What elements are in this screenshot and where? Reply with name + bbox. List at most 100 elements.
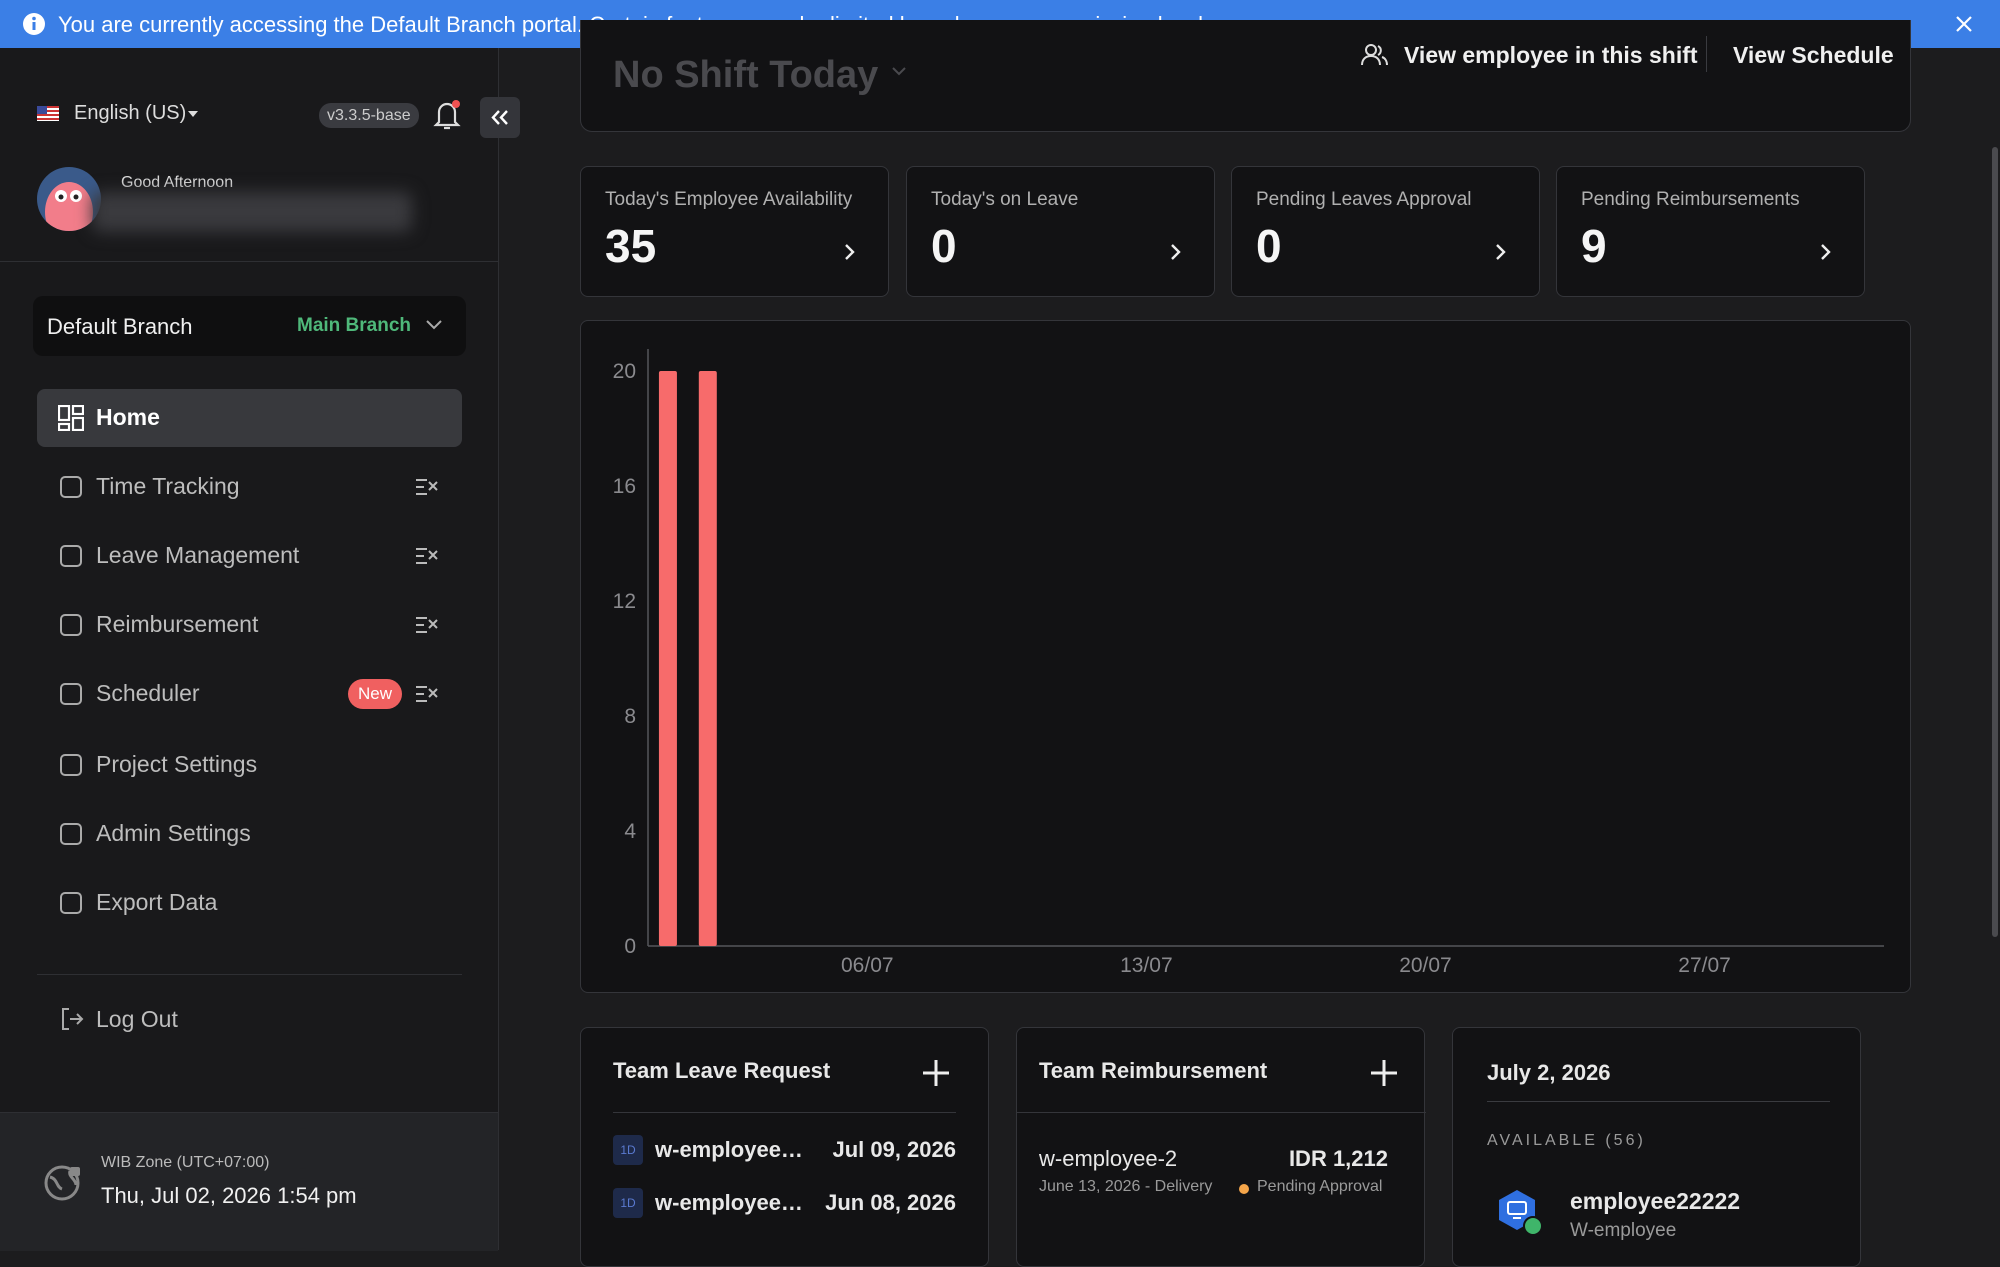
- leave-date: Jul 09, 2026: [832, 1137, 956, 1162]
- x-tick-label: 20/07: [1399, 954, 1452, 977]
- branch-value: Main Branch: [297, 315, 412, 336]
- stat-card[interactable]: Today's Employee Availability 35: [580, 166, 889, 297]
- x-tick-label: 13/07: [1120, 954, 1173, 977]
- new-badge: New: [348, 679, 403, 709]
- info-icon: [23, 13, 45, 35]
- menu-icon: [60, 476, 82, 498]
- duration-badge: 1D: [613, 1188, 643, 1218]
- employee-name[interactable]: w-employee…: [655, 1190, 803, 1215]
- stat-card[interactable]: Pending Reimbursements 9: [1556, 166, 1865, 297]
- menu-icon: [60, 892, 82, 914]
- chart-card: 0 4 8 12 16 20 06/07 13/07 20/07 27/07: [580, 320, 1911, 993]
- add-button[interactable]: [1369, 1058, 1399, 1088]
- stat-card[interactable]: Today's on Leave 0: [906, 166, 1215, 297]
- bar: [698, 371, 717, 946]
- divider: [613, 1112, 956, 1113]
- menu-item[interactable]: Leave Management: [96, 542, 300, 568]
- view-employees-link[interactable]: View employee in this shift: [1404, 42, 1698, 68]
- collapse-button[interactable]: [480, 97, 520, 138]
- menu-icon: [60, 823, 82, 845]
- stat-value: 0: [931, 220, 957, 272]
- y-tick-label: 16: [613, 475, 636, 498]
- panel-title: Team Leave Request: [613, 1058, 831, 1083]
- y-tick-label: 8: [624, 705, 636, 728]
- chevron-right: [1171, 244, 1181, 260]
- menu-item[interactable]: Home: [96, 404, 160, 430]
- add-button[interactable]: [921, 1058, 951, 1088]
- users-icon: [1361, 44, 1388, 66]
- expand-icon: [416, 548, 438, 564]
- separator: [1706, 36, 1707, 72]
- menu-icon: [58, 405, 84, 431]
- y-tick-label: 0: [624, 935, 636, 958]
- y-tick-label: 4: [624, 820, 636, 843]
- x-tick-label: 27/07: [1678, 954, 1731, 977]
- divider: [1487, 1101, 1830, 1102]
- status-dot: [1239, 1184, 1249, 1194]
- employee-name[interactable]: w-employee-2: [1039, 1146, 1178, 1171]
- stat-label: Pending Leaves Approval: [1256, 189, 1472, 210]
- menu-icon: [60, 614, 82, 636]
- duration-badge: 1D: [613, 1135, 643, 1165]
- status: Pending Approval: [1257, 1178, 1383, 1195]
- stat-label: Today's Employee Availability: [605, 189, 853, 210]
- menu-icon: [60, 683, 82, 705]
- notification-bell[interactable]: [432, 98, 462, 132]
- employee-name[interactable]: employee22222: [1570, 1188, 1741, 1214]
- menu-item[interactable]: Export Data: [96, 889, 218, 915]
- expand-icon: [416, 617, 438, 633]
- scrollbar-thumb[interactable]: [1992, 147, 1998, 937]
- branch-selector[interactable]: Default Branch Main Branch: [33, 296, 466, 356]
- expand-icon: [416, 686, 438, 702]
- sidebar: English (US) v3.3.5-base Good Afternoon …: [0, 48, 520, 1251]
- version-badge: v3.3.5-base: [319, 103, 419, 128]
- timezone: WIB Zone (UTC+07:00): [101, 1154, 270, 1171]
- stat-label: Pending Reimbursements: [1581, 189, 1800, 210]
- timezone-panel: WIB Zone (UTC+07:00) Thu, Jul 02, 2026 1…: [0, 1112, 498, 1251]
- menu-item[interactable]: Admin Settings: [96, 820, 251, 846]
- shift-title: No Shift Today: [613, 54, 879, 96]
- language-select[interactable]: English (US): [74, 102, 187, 124]
- menu-item[interactable]: Project Settings: [96, 751, 258, 777]
- stat-value: 9: [1581, 220, 1607, 272]
- flag-icon: [37, 106, 59, 121]
- stat-value: 0: [1256, 220, 1282, 272]
- view-schedule-link[interactable]: View Schedule: [1733, 42, 1894, 68]
- menu-item-active[interactable]: [37, 389, 462, 447]
- logout[interactable]: Log Out: [96, 1006, 178, 1032]
- team-leave-card: Team Leave Request 1D w-employee… Jul 09, …: [580, 1027, 989, 1267]
- greeting: Good Afternoon: [121, 174, 234, 191]
- menu-item[interactable]: Reimbursement: [96, 611, 259, 637]
- close-button[interactable]: [1954, 14, 1974, 34]
- globe-icon: [44, 1165, 80, 1201]
- dropdown-caret: [188, 111, 198, 117]
- y-tick-label: 12: [613, 590, 636, 613]
- divider: [1017, 1112, 1426, 1113]
- scrollbar-track: [1990, 48, 2000, 1250]
- stat-value: 35: [605, 220, 657, 272]
- menu-item[interactable]: Scheduler: [96, 680, 200, 706]
- leave-date: Jun 08, 2026: [825, 1190, 956, 1215]
- employee-role: W-employee: [1570, 1220, 1677, 1241]
- menu-icon: [60, 754, 82, 776]
- current-datetime: Thu, Jul 02, 2026 1:54 pm: [101, 1183, 357, 1208]
- expand-icon: [416, 479, 438, 495]
- bar-chart: 0 4 8 12 16 20 06/07 13/07 20/07 27/07: [613, 349, 1884, 977]
- blurred-username: [92, 192, 412, 232]
- chevron-right: [1496, 244, 1506, 260]
- employee-name[interactable]: w-employee…: [655, 1137, 803, 1162]
- amount: IDR 1,212: [1288, 1146, 1388, 1171]
- panel-title: Team Reimbursement: [1039, 1058, 1268, 1083]
- branch-label: Default Branch: [47, 314, 193, 339]
- chevron-right: [1821, 244, 1831, 260]
- availability-heading: AVAILABLE (56): [1487, 1132, 1646, 1149]
- menu-item[interactable]: Time Tracking: [96, 473, 240, 499]
- divider: [0, 261, 498, 262]
- chevron-right: [845, 244, 855, 260]
- request-detail: June 13, 2026 - Delivery: [1039, 1178, 1213, 1195]
- stat-card[interactable]: Pending Leaves Approval 0: [1231, 166, 1540, 297]
- menu-icon: [60, 545, 82, 567]
- chevron-down: [892, 67, 906, 76]
